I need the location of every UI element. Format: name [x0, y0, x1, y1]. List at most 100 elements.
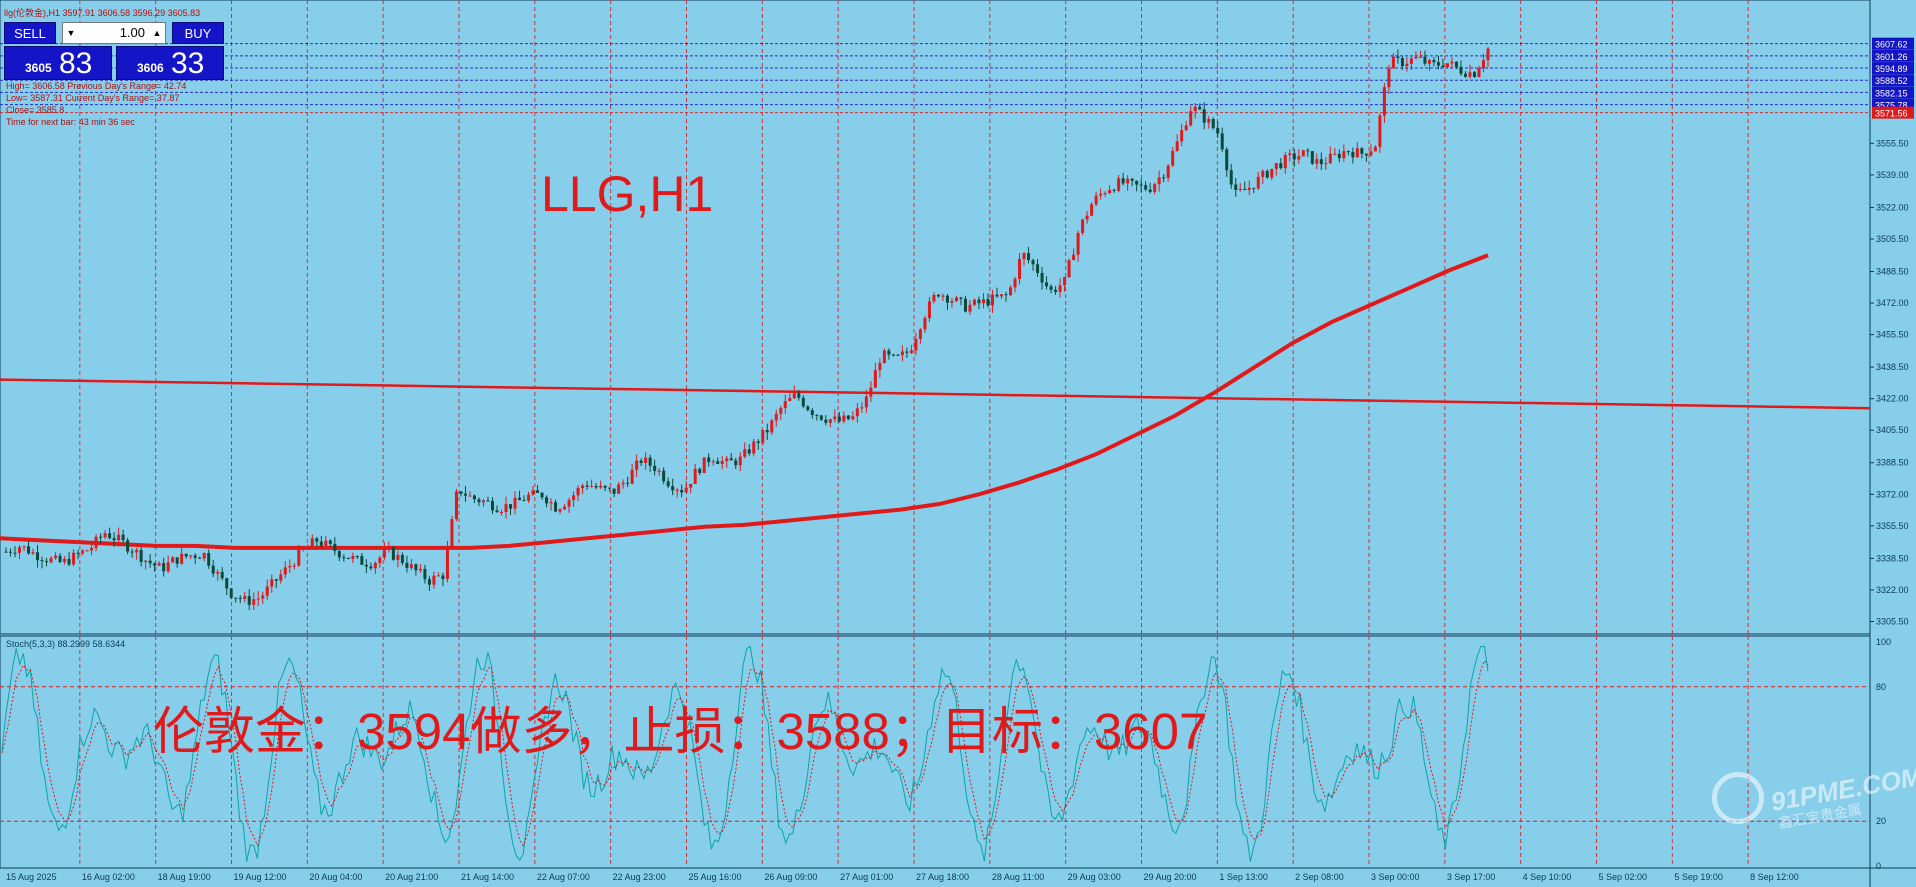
lot-increase-icon[interactable]: ▲ [152, 28, 162, 38]
candle-body [1067, 260, 1071, 278]
sell-button[interactable]: SELL [4, 22, 56, 44]
candle-body [923, 318, 927, 330]
candle-body [1166, 165, 1170, 178]
candle-body [1364, 153, 1368, 156]
candle-body [490, 500, 494, 511]
candle-body [1477, 68, 1481, 77]
x-tick-label: 3 Sep 17:00 [1447, 872, 1496, 882]
candle-body [13, 552, 17, 554]
candle-body [648, 457, 652, 466]
candle-body [405, 562, 409, 568]
y-tick-label: 3388.50 [1876, 458, 1909, 468]
candle-body [828, 419, 832, 423]
x-tick-label: 3 Sep 00:00 [1371, 872, 1420, 882]
candle-body [184, 553, 188, 557]
candle-body [833, 416, 837, 420]
candle-body [954, 297, 958, 302]
price-level-box [1872, 106, 1914, 119]
candle-body [738, 456, 742, 466]
candle-body [148, 560, 152, 564]
candle-body [1306, 150, 1310, 152]
buy-button[interactable]: BUY [172, 22, 224, 44]
candle-body [1036, 264, 1040, 273]
candle-body [1225, 149, 1229, 171]
candle-body [567, 500, 571, 507]
candle-body [180, 553, 184, 564]
candle-body [153, 563, 157, 566]
candle-body [1175, 141, 1179, 152]
price-level-box [1872, 62, 1914, 75]
watermark-logo: 91PME.COM 鑫汇宝贵金属 [1712, 760, 1916, 836]
candle-body [995, 294, 999, 297]
candle-body [207, 553, 211, 566]
candle-body [927, 301, 931, 319]
candle-body [202, 553, 206, 559]
candle-body [1387, 68, 1391, 88]
x-tick-label: 5 Sep 02:00 [1599, 872, 1648, 882]
candle-body [806, 406, 810, 411]
candle-body [837, 416, 841, 422]
candle-body [635, 460, 639, 470]
candle-body [684, 487, 688, 493]
candle-body [941, 295, 945, 297]
x-tick-label: 29 Aug 03:00 [1068, 872, 1121, 882]
candle-body [391, 547, 395, 560]
candle-body [1049, 286, 1053, 290]
candle-body [896, 354, 900, 356]
candle-body [693, 468, 697, 484]
candle-body [932, 294, 936, 302]
candle-body [500, 512, 504, 514]
x-tick-label: 29 Aug 20:00 [1144, 872, 1197, 882]
candle-body [810, 410, 814, 415]
candle-body [315, 538, 319, 542]
candle-body [540, 492, 544, 498]
candle-body [18, 547, 22, 553]
candle-body [328, 540, 332, 544]
x-tick-label: 20 Aug 04:00 [309, 872, 362, 882]
candle-body [1436, 62, 1440, 66]
ask-price[interactable]: 3606 33 [116, 46, 224, 80]
lot-size-value[interactable]: 1.00 [119, 25, 145, 40]
candle-body [1369, 151, 1373, 156]
candle-body [1472, 72, 1476, 77]
candle-body [166, 562, 170, 572]
lot-size-field[interactable]: ▼ 1.00 ▲ [62, 22, 166, 44]
info-line: Close= 3585.8 [6, 105, 65, 115]
candle-body [189, 555, 193, 557]
candle-body [842, 415, 846, 422]
bid-price[interactable]: 3605 83 [4, 46, 112, 80]
candle-body [1355, 148, 1359, 158]
price-level-label: 3601.26 [1875, 52, 1908, 62]
candle-body [716, 461, 720, 464]
candle-body [1391, 56, 1395, 69]
lot-decrease-icon[interactable]: ▼ [66, 28, 76, 38]
candle-body [274, 579, 278, 581]
candle-body [144, 560, 148, 563]
candle-body [364, 564, 368, 567]
candle-body [585, 485, 589, 487]
x-tick-label: 22 Aug 23:00 [613, 872, 666, 882]
candle-body [729, 458, 733, 461]
candle-body [1112, 189, 1116, 191]
candle-body [27, 546, 31, 554]
candle-body [977, 299, 981, 304]
candle-body [1270, 168, 1274, 178]
candle-body [1418, 56, 1422, 58]
candle-body [1328, 153, 1332, 164]
candle-body [94, 536, 98, 548]
x-tick-label: 20 Aug 21:00 [385, 872, 438, 882]
watermark-circle-icon [1712, 772, 1764, 824]
candle-body [518, 497, 522, 501]
candle-body [76, 552, 80, 554]
candle-body [774, 413, 778, 421]
candle-body [1117, 178, 1121, 191]
candle-body [1234, 184, 1238, 190]
candle-body [1450, 61, 1454, 64]
candle-body [234, 597, 238, 599]
price-level-box [1872, 86, 1914, 99]
candle-body [1481, 60, 1485, 69]
y-tick-label: 3555.50 [1876, 138, 1909, 148]
candle-body [252, 599, 256, 605]
